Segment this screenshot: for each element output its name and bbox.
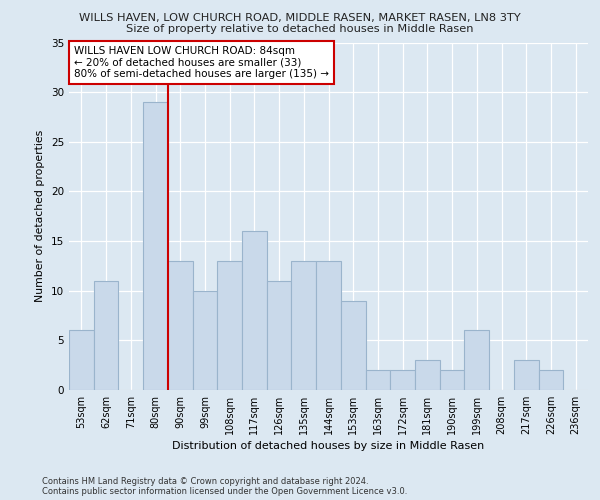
Bar: [217, 261, 242, 390]
X-axis label: Distribution of detached houses by size in Middle Rasen: Distribution of detached houses by size …: [172, 441, 485, 451]
Bar: [193, 290, 217, 390]
Bar: [415, 360, 440, 390]
Bar: [143, 102, 168, 390]
Bar: [514, 360, 539, 390]
Y-axis label: Number of detached properties: Number of detached properties: [35, 130, 46, 302]
Bar: [464, 330, 489, 390]
Bar: [365, 370, 390, 390]
Bar: [94, 281, 118, 390]
Bar: [267, 281, 292, 390]
Text: WILLS HAVEN LOW CHURCH ROAD: 84sqm
← 20% of detached houses are smaller (33)
80%: WILLS HAVEN LOW CHURCH ROAD: 84sqm ← 20%…: [74, 46, 329, 79]
Bar: [69, 330, 94, 390]
Text: Contains public sector information licensed under the Open Government Licence v3: Contains public sector information licen…: [42, 488, 407, 496]
Bar: [539, 370, 563, 390]
Text: Size of property relative to detached houses in Middle Rasen: Size of property relative to detached ho…: [126, 24, 474, 34]
Bar: [168, 261, 193, 390]
Bar: [440, 370, 464, 390]
Bar: [316, 261, 341, 390]
Bar: [390, 370, 415, 390]
Text: Contains HM Land Registry data © Crown copyright and database right 2024.: Contains HM Land Registry data © Crown c…: [42, 478, 368, 486]
Bar: [341, 300, 365, 390]
Bar: [292, 261, 316, 390]
Bar: [242, 231, 267, 390]
Text: WILLS HAVEN, LOW CHURCH ROAD, MIDDLE RASEN, MARKET RASEN, LN8 3TY: WILLS HAVEN, LOW CHURCH ROAD, MIDDLE RAS…: [79, 12, 521, 22]
